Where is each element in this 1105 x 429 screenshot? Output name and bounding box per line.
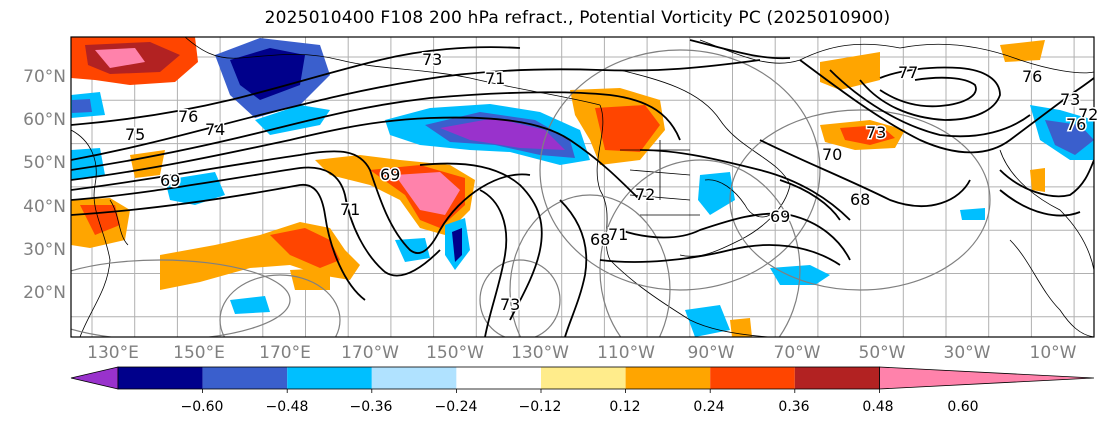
lon-label-170e: 170°E [259, 343, 311, 363]
contour-label: 71 [608, 225, 628, 244]
lat-label-30n: 30°N [23, 240, 66, 260]
contour-label: 76 [1066, 115, 1086, 134]
lon-label-90w: 90°W [687, 343, 735, 363]
lat-label-20n: 20°N [23, 283, 66, 303]
lon-label-150e: 150°E [173, 343, 225, 363]
colorbar-tick-label: 0.12 [609, 399, 641, 415]
contour-label: 76 [1022, 67, 1042, 86]
colorbar-segment [541, 367, 626, 389]
lon-label-130e: 130°E [87, 343, 139, 363]
colorbar-arrow-right [879, 366, 1095, 390]
contour-label: 73 [500, 295, 520, 314]
colorbar-segment [202, 367, 288, 389]
contour-label: 70 [822, 145, 842, 164]
map-frame [70, 36, 1095, 338]
contour-label: 71 [340, 200, 360, 219]
colorbar-tick-label: −0.24 [434, 399, 478, 415]
contour-label: 69 [160, 171, 180, 190]
colorbar-tick-label: −0.12 [518, 399, 562, 415]
colorbar-segment [794, 367, 880, 389]
lon-label-30w: 30°W [943, 343, 991, 363]
contour-label: 68 [590, 230, 610, 249]
colorbar-tick-label: 0.36 [778, 399, 810, 415]
colorbar-segment [625, 367, 711, 389]
colorbar-tick-label: −0.48 [265, 399, 309, 415]
lat-label-50n: 50°N [23, 153, 66, 173]
pv-contours [71, 39, 1094, 337]
colorbar-tick-label: 0.60 [947, 399, 979, 415]
contour-label: 73 [422, 50, 442, 69]
contour-label: 73 [866, 123, 886, 142]
lon-label-150w: 150°W [426, 343, 484, 363]
colorbar-segment [118, 367, 203, 389]
colorbar-tick-label: 0.24 [693, 399, 725, 415]
ray-circles [71, 49, 991, 337]
contour-label: 72 [1078, 105, 1098, 124]
lon-label-130w: 130°W [511, 343, 569, 363]
colorbar [70, 366, 1095, 393]
lat-label-40n: 40°N [23, 197, 66, 217]
contour-label: 77 [898, 63, 918, 82]
lat-label-60n: 60°N [23, 110, 66, 130]
colorbar-arrow-left [70, 366, 119, 390]
colorbar-frame [117, 366, 880, 390]
colorbar-segment [710, 367, 795, 389]
lon-label-170w: 170°W [341, 343, 399, 363]
lon-label-110w: 110°W [597, 343, 655, 363]
contour-label: 71 [485, 69, 505, 88]
contour-label: 69 [380, 165, 400, 184]
contour-label: 68 [850, 190, 870, 209]
colorbar-tick-label: −0.60 [180, 399, 224, 415]
contour-label: 73 [1060, 90, 1080, 109]
colorbar-segment [287, 367, 372, 389]
contour-label: 72 [635, 185, 655, 204]
contour-label: 75 [125, 125, 145, 144]
colorbar-tick-label: −0.36 [349, 399, 393, 415]
contour-label: 76 [178, 107, 198, 126]
lat-label-70n: 70°N [23, 67, 66, 87]
colorbar-segment [371, 367, 457, 389]
colorbar-tick-label: 0.48 [862, 399, 894, 415]
colorbar-segment [456, 367, 541, 389]
contour-label: 74 [205, 120, 225, 139]
contour-label: 69 [770, 207, 790, 226]
lon-label-50w: 50°W [858, 343, 906, 363]
lon-label-10w: 10°W [1029, 343, 1077, 363]
map-title: 2025010400 F108 200 hPa refract., Potent… [264, 8, 891, 28]
lon-label-70w: 70°W [773, 343, 821, 363]
